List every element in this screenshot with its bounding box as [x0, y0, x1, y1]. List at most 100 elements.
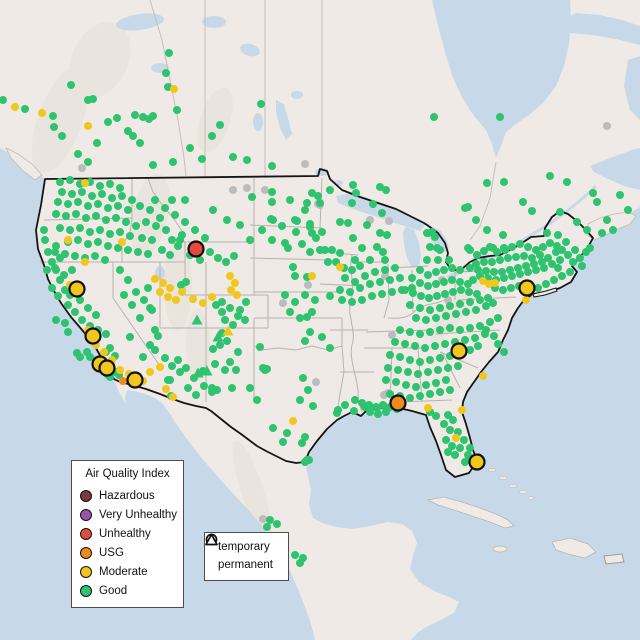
station-dot-good: [48, 258, 56, 266]
station-dot-moderate: [81, 179, 89, 187]
station-dot-good: [496, 113, 504, 121]
station-dot-good: [102, 330, 110, 338]
station-dot-good: [62, 212, 70, 220]
station-dot-good: [230, 252, 238, 260]
station-dot-good: [140, 296, 148, 304]
station-dot-missing: [229, 186, 237, 194]
station-dot-good: [348, 298, 356, 306]
station-dot-good: [176, 236, 184, 244]
station-dot-good: [543, 229, 551, 237]
station-dot-good: [86, 353, 94, 361]
legend-item-unhealthy: Unhealthy: [80, 524, 175, 543]
station-dot-good: [116, 266, 124, 274]
station-dot-good: [74, 150, 82, 158]
station-dot-good: [550, 276, 558, 284]
station-dot-good: [289, 263, 297, 271]
jamaica: [492, 545, 508, 553]
station-dot-moderate: [172, 296, 180, 304]
station-dot-good: [388, 288, 396, 296]
station-dot-good: [349, 181, 357, 189]
station-dot-good: [434, 366, 442, 374]
station-dot-good: [286, 196, 294, 204]
station-dot-moderate: [84, 122, 92, 130]
station-dot-good: [558, 246, 566, 254]
station-dot-good: [414, 370, 422, 378]
station-dot-missing: [312, 378, 320, 386]
station-dot-good: [156, 214, 164, 222]
station-dot-good: [416, 266, 424, 274]
legend-item-label: Good: [99, 584, 128, 597]
station-dot-good: [412, 383, 420, 391]
station-triangle-good: [191, 314, 203, 325]
station-dot-moderate: [199, 299, 207, 307]
station-dot-moderate: [227, 286, 235, 294]
station-dot-good: [56, 178, 64, 186]
station-dot-good: [124, 127, 132, 135]
station-dot-good: [298, 240, 306, 248]
station-dot-good: [368, 292, 376, 300]
station-dot-good: [474, 342, 482, 350]
station-dot-good: [406, 356, 414, 364]
station-dot-good: [482, 267, 490, 275]
station-dot-good: [336, 286, 344, 294]
station-dot-good: [299, 374, 307, 382]
station-dot-good: [440, 420, 448, 428]
station-dot-good: [494, 314, 502, 322]
station-dot-good: [341, 274, 349, 282]
station-dot-good: [268, 198, 276, 206]
station-dot-good: [624, 206, 632, 214]
hazardous-swatch-icon: [80, 489, 92, 502]
station-dot-good: [21, 105, 29, 113]
station-dot-good: [149, 161, 157, 169]
station-dot-good: [263, 523, 271, 531]
station-dot-good: [424, 282, 432, 290]
station-dot-good: [444, 448, 452, 456]
station-dot-good: [341, 401, 349, 409]
station-dot-good: [382, 186, 390, 194]
station-dot-good: [136, 139, 144, 147]
station-ring-moderate: [84, 327, 102, 345]
station-dot-good: [216, 121, 224, 129]
station-dot-good: [118, 192, 126, 200]
legend-item-label: Unhealthy: [99, 527, 151, 540]
station-dot-good: [166, 251, 174, 259]
station-dot-good: [436, 304, 444, 312]
station-dot-moderate: [178, 288, 186, 296]
station-dot-good: [60, 271, 68, 279]
station-dot-moderate: [116, 366, 124, 374]
station-dot-moderate: [81, 258, 89, 266]
station-dot-good: [496, 256, 504, 264]
station-dot-good: [48, 284, 56, 292]
station-dot-good: [444, 411, 452, 419]
station-dot-good: [136, 314, 144, 322]
station-dot-good: [539, 243, 547, 251]
station-dot-good: [365, 401, 373, 409]
station-dot-good: [74, 198, 82, 206]
station-dot-good: [89, 95, 97, 103]
station-dot-good: [154, 332, 162, 340]
station-dot-good: [486, 318, 494, 326]
station-dot-good: [338, 296, 346, 304]
moderate-stations-layer: [11, 85, 530, 442]
station-dot-good: [426, 328, 434, 336]
station-dot-good: [151, 326, 159, 334]
station-dot-good: [483, 179, 491, 187]
legend-item-hazardous: Hazardous: [80, 486, 175, 505]
station-dot-good: [493, 248, 501, 256]
station-dot-good: [444, 364, 452, 372]
station-dot-good: [191, 226, 199, 234]
station-dot-good: [442, 376, 450, 384]
station-dot-good: [352, 189, 360, 197]
station-dot-good: [351, 256, 359, 264]
station-dot-good: [324, 258, 332, 266]
station-dot-good: [58, 132, 66, 140]
station-dot-good: [168, 362, 176, 370]
station-dot-good: [50, 123, 58, 131]
legend-item-temporary: temporary: [205, 533, 281, 556]
usg-stations-layer: [119, 377, 127, 385]
station-dot-good: [546, 172, 554, 180]
station-dot-good: [416, 279, 424, 287]
puerto-rico: [603, 553, 625, 565]
station-dot-good: [363, 221, 371, 229]
station-dot-good: [128, 301, 136, 309]
